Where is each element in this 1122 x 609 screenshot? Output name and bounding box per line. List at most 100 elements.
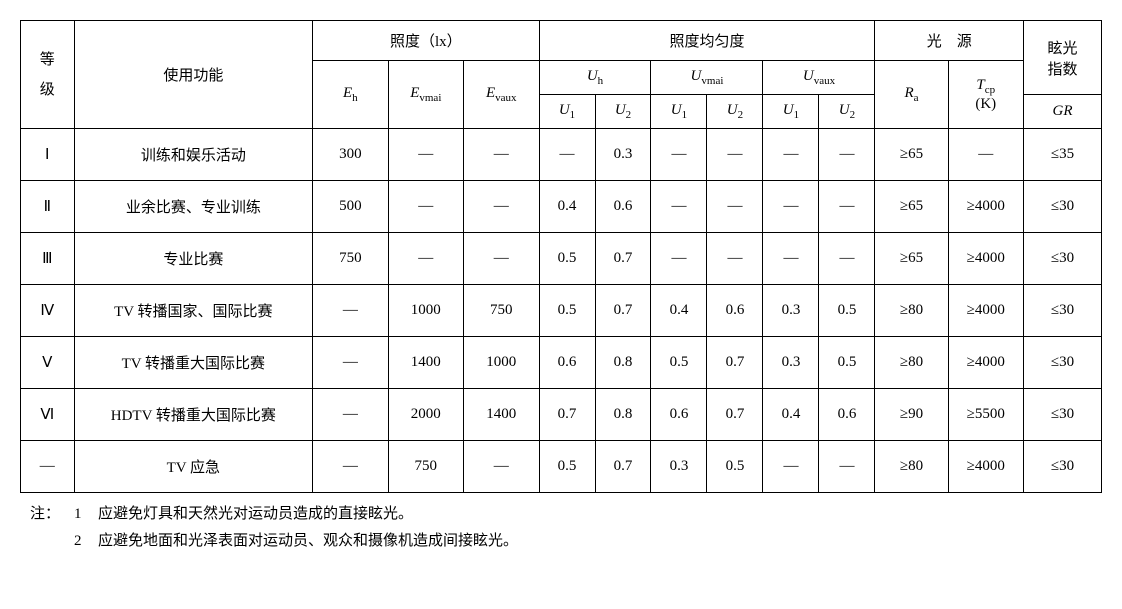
cell-Uva2: 0.6 (819, 389, 875, 441)
cell-Uva2: — (819, 233, 875, 285)
cell-grade: Ⅵ (21, 389, 75, 441)
cell-grade: Ⅰ (21, 129, 75, 181)
cell-Uvm1: 0.4 (651, 285, 707, 337)
hdr-illum: 照度（lx） (313, 21, 539, 61)
table-row: Ⅲ专业比赛750——0.50.7————≥65≥4000≤30 (21, 233, 1102, 285)
cell-Eh: — (313, 285, 388, 337)
hdr-uniform: 照度均匀度 (539, 21, 875, 61)
cell-GR: ≤30 (1024, 285, 1102, 337)
cell-Uh2: 0.8 (595, 389, 651, 441)
cell-GR: ≤30 (1024, 181, 1102, 233)
cell-Tcp: — (948, 129, 1023, 181)
cell-Uvm1: 0.6 (651, 389, 707, 441)
table-row: ⅣTV 转播国家、国际比赛—10007500.50.70.40.60.30.5≥… (21, 285, 1102, 337)
cell-Uva2: — (819, 181, 875, 233)
hdr-uvaux: Uvaux (763, 61, 875, 95)
cell-Uh2: 0.7 (595, 285, 651, 337)
hdr-uh-u2: U2 (595, 95, 651, 129)
cell-Ra: ≥65 (875, 181, 948, 233)
cell-Tcp: ≥4000 (948, 285, 1023, 337)
hdr-glare: 眩光 指数 (1024, 21, 1102, 95)
cell-Eh: 500 (313, 181, 388, 233)
cell-Uvm2: 0.5 (707, 441, 763, 493)
cell-Uva1: — (763, 129, 819, 181)
table-notes: 注： 1 应避免灯具和天然光对运动员造成的直接眩光。 2 应避免地面和光泽表面对… (20, 501, 1102, 555)
cell-Ra: ≥65 (875, 233, 948, 285)
cell-GR: ≤30 (1024, 389, 1102, 441)
hdr-uvaux-u2: U2 (819, 95, 875, 129)
note-num-2: 2 (74, 528, 98, 555)
cell-Uva1: 0.3 (763, 337, 819, 389)
cell-Uvm2: — (707, 129, 763, 181)
cell-Eh: — (313, 389, 388, 441)
cell-Ra: ≥80 (875, 285, 948, 337)
cell-GR: ≤30 (1024, 441, 1102, 493)
cell-Uh2: 0.3 (595, 129, 651, 181)
cell-Evaux: 1400 (464, 389, 540, 441)
cell-Evaux: — (464, 129, 540, 181)
hdr-grade: 等 级 (21, 21, 75, 129)
cell-Uh2: 0.6 (595, 181, 651, 233)
cell-Uvm1: 0.3 (651, 441, 707, 493)
cell-Evmai: 1400 (388, 337, 463, 389)
cell-Evaux: 750 (464, 285, 540, 337)
cell-Uh1: 0.7 (539, 389, 595, 441)
cell-Uvm1: — (651, 181, 707, 233)
cell-Uva2: — (819, 441, 875, 493)
cell-Evmai: 2000 (388, 389, 463, 441)
cell-Eh: 750 (313, 233, 388, 285)
table-row: Ⅱ业余比赛、专业训练500——0.40.6————≥65≥4000≤30 (21, 181, 1102, 233)
cell-GR: ≤30 (1024, 233, 1102, 285)
cell-Tcp: ≥4000 (948, 337, 1023, 389)
cell-Eh: 300 (313, 129, 388, 181)
cell-Uva1: 0.4 (763, 389, 819, 441)
cell-Uva2: 0.5 (819, 337, 875, 389)
cell-Uva1: — (763, 181, 819, 233)
cell-Tcp: ≥4000 (948, 181, 1023, 233)
cell-Evaux: — (464, 441, 540, 493)
cell-Ra: ≥80 (875, 337, 948, 389)
cell-Uva2: 0.5 (819, 285, 875, 337)
cell-Tcp: ≥4000 (948, 233, 1023, 285)
cell-grade: Ⅴ (21, 337, 75, 389)
cell-Uvm1: — (651, 129, 707, 181)
cell-Uvm2: — (707, 233, 763, 285)
hdr-light: 光 源 (875, 21, 1024, 61)
cell-Uh1: 0.5 (539, 233, 595, 285)
cell-Eh: — (313, 337, 388, 389)
cell-Uh1: — (539, 129, 595, 181)
cell-Uh1: 0.4 (539, 181, 595, 233)
cell-Uh2: 0.7 (595, 441, 651, 493)
table-row: —TV 应急—750—0.50.70.30.5——≥80≥4000≤30 (21, 441, 1102, 493)
notes-label: 注： (30, 501, 74, 528)
cell-Uh1: 0.5 (539, 441, 595, 493)
hdr-eh: Eh (313, 61, 388, 129)
cell-Evaux: — (464, 181, 540, 233)
cell-Evmai: 1000 (388, 285, 463, 337)
cell-func: TV 转播重大国际比赛 (74, 337, 313, 389)
cell-Uvm2: 0.6 (707, 285, 763, 337)
cell-Uh1: 0.5 (539, 285, 595, 337)
hdr-uvaux-u1: U1 (763, 95, 819, 129)
hdr-evaux: Evaux (464, 61, 540, 129)
cell-Ra: ≥90 (875, 389, 948, 441)
hdr-uvmai-u2: U2 (707, 95, 763, 129)
cell-Uva1: — (763, 441, 819, 493)
hdr-evmai: Evmai (388, 61, 463, 129)
cell-Evmai: — (388, 181, 463, 233)
table-row: ⅥHDTV 转播重大国际比赛—200014000.70.80.60.70.40.… (21, 389, 1102, 441)
cell-Tcp: ≥4000 (948, 441, 1023, 493)
note-text-1: 应避免灯具和天然光对运动员造成的直接眩光。 (98, 501, 413, 528)
cell-Evmai: — (388, 233, 463, 285)
cell-func: 训练和娱乐活动 (74, 129, 313, 181)
cell-func: 专业比赛 (74, 233, 313, 285)
cell-Eh: — (313, 441, 388, 493)
cell-Evaux: — (464, 233, 540, 285)
cell-Uvm2: — (707, 181, 763, 233)
cell-Uvm2: 0.7 (707, 337, 763, 389)
cell-Uva1: 0.3 (763, 285, 819, 337)
lighting-standards-table: 等 级 使用功能 照度（lx） 照度均匀度 光 源 眩光 指数 Eh Evmai… (20, 20, 1102, 493)
cell-func: 业余比赛、专业训练 (74, 181, 313, 233)
cell-Uvm2: 0.7 (707, 389, 763, 441)
cell-grade: — (21, 441, 75, 493)
